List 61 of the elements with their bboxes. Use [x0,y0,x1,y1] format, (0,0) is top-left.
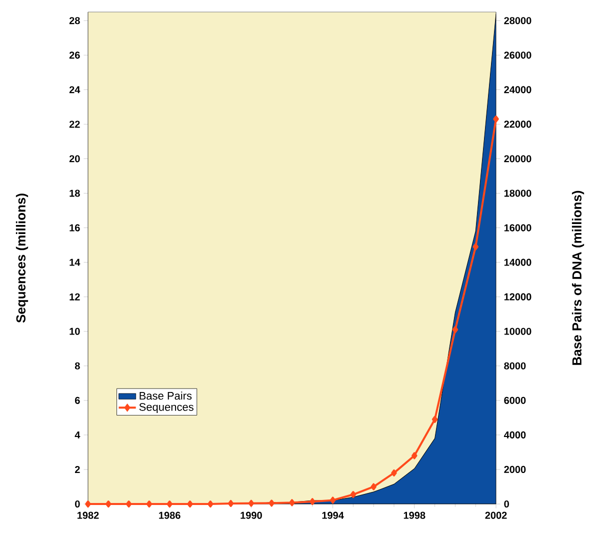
legend-label: Base Pairs [140,392,192,400]
point [228,500,234,507]
y2-tick-label: 6000 [504,396,526,404]
y-tick-label: 4 [74,432,80,438]
point [208,500,214,508]
point [166,500,172,508]
point [350,491,356,498]
y-tick-label: 12 [70,293,80,300]
y2-tick-label: 2000 [504,466,526,474]
y2-tick-label: 14000 [504,258,532,266]
point [412,452,418,460]
y-tick-label: 20 [69,155,80,162]
point [391,469,397,476]
y2-tick-label: 4000 [504,431,526,438]
y-tick-label: 8 [74,362,80,370]
point [432,416,438,423]
point [289,499,295,506]
y2-tick-label: 0 [504,500,509,508]
point [330,496,336,504]
x-tick-label: 1994 [322,512,344,519]
y-tick-label: 18 [70,190,80,197]
point [106,500,112,508]
y2-tick-label: 28000 [504,17,532,24]
point [452,326,458,334]
y-tick-label: 14 [70,258,80,266]
x-tick-label: 2002 [485,512,507,519]
y2-tick-label: 8000 [504,362,526,370]
legend-label: Sequences [139,403,194,414]
y-tick-label: 16 [70,224,80,232]
y2-tick-label: 22000 [504,120,532,128]
y-tick-label: 24 [69,86,80,94]
y2-tick-label: 24000 [504,86,532,94]
y2-tick-label: 16000 [504,224,532,232]
y-tick-label: 22 [69,120,80,128]
point [126,500,132,508]
point [268,500,274,507]
y-tick-label: 28 [69,17,80,24]
point [370,483,376,490]
y2-tick-label: 26000 [504,52,532,59]
y-tick-label: 26 [69,52,80,59]
y2-tick-label: 10000 [504,328,532,335]
x-tick-label: 1998 [404,512,426,519]
y2-axis-title: Base Pairs of DNA (millions) [572,190,584,365]
point [310,498,316,506]
point [187,500,193,508]
y-tick-label: 6 [75,396,80,404]
point [248,500,254,507]
y-axis-title: Sequences (millions) [16,194,28,323]
y-tick-label: 2 [74,466,80,473]
point [85,500,91,508]
x-tick-label: 1986 [159,512,180,519]
y2-tick-label: 18000 [504,190,532,197]
point [493,116,499,123]
point [146,500,152,508]
y2-tick-label: 12000 [504,293,532,300]
point [472,243,478,250]
y-tick-label: 10 [70,328,80,335]
x-tick-label: 1982 [78,512,99,519]
y2-tick-label: 20000 [504,155,532,162]
x-tick-label: 1990 [240,512,262,519]
y-tick-label: 0 [75,500,80,508]
